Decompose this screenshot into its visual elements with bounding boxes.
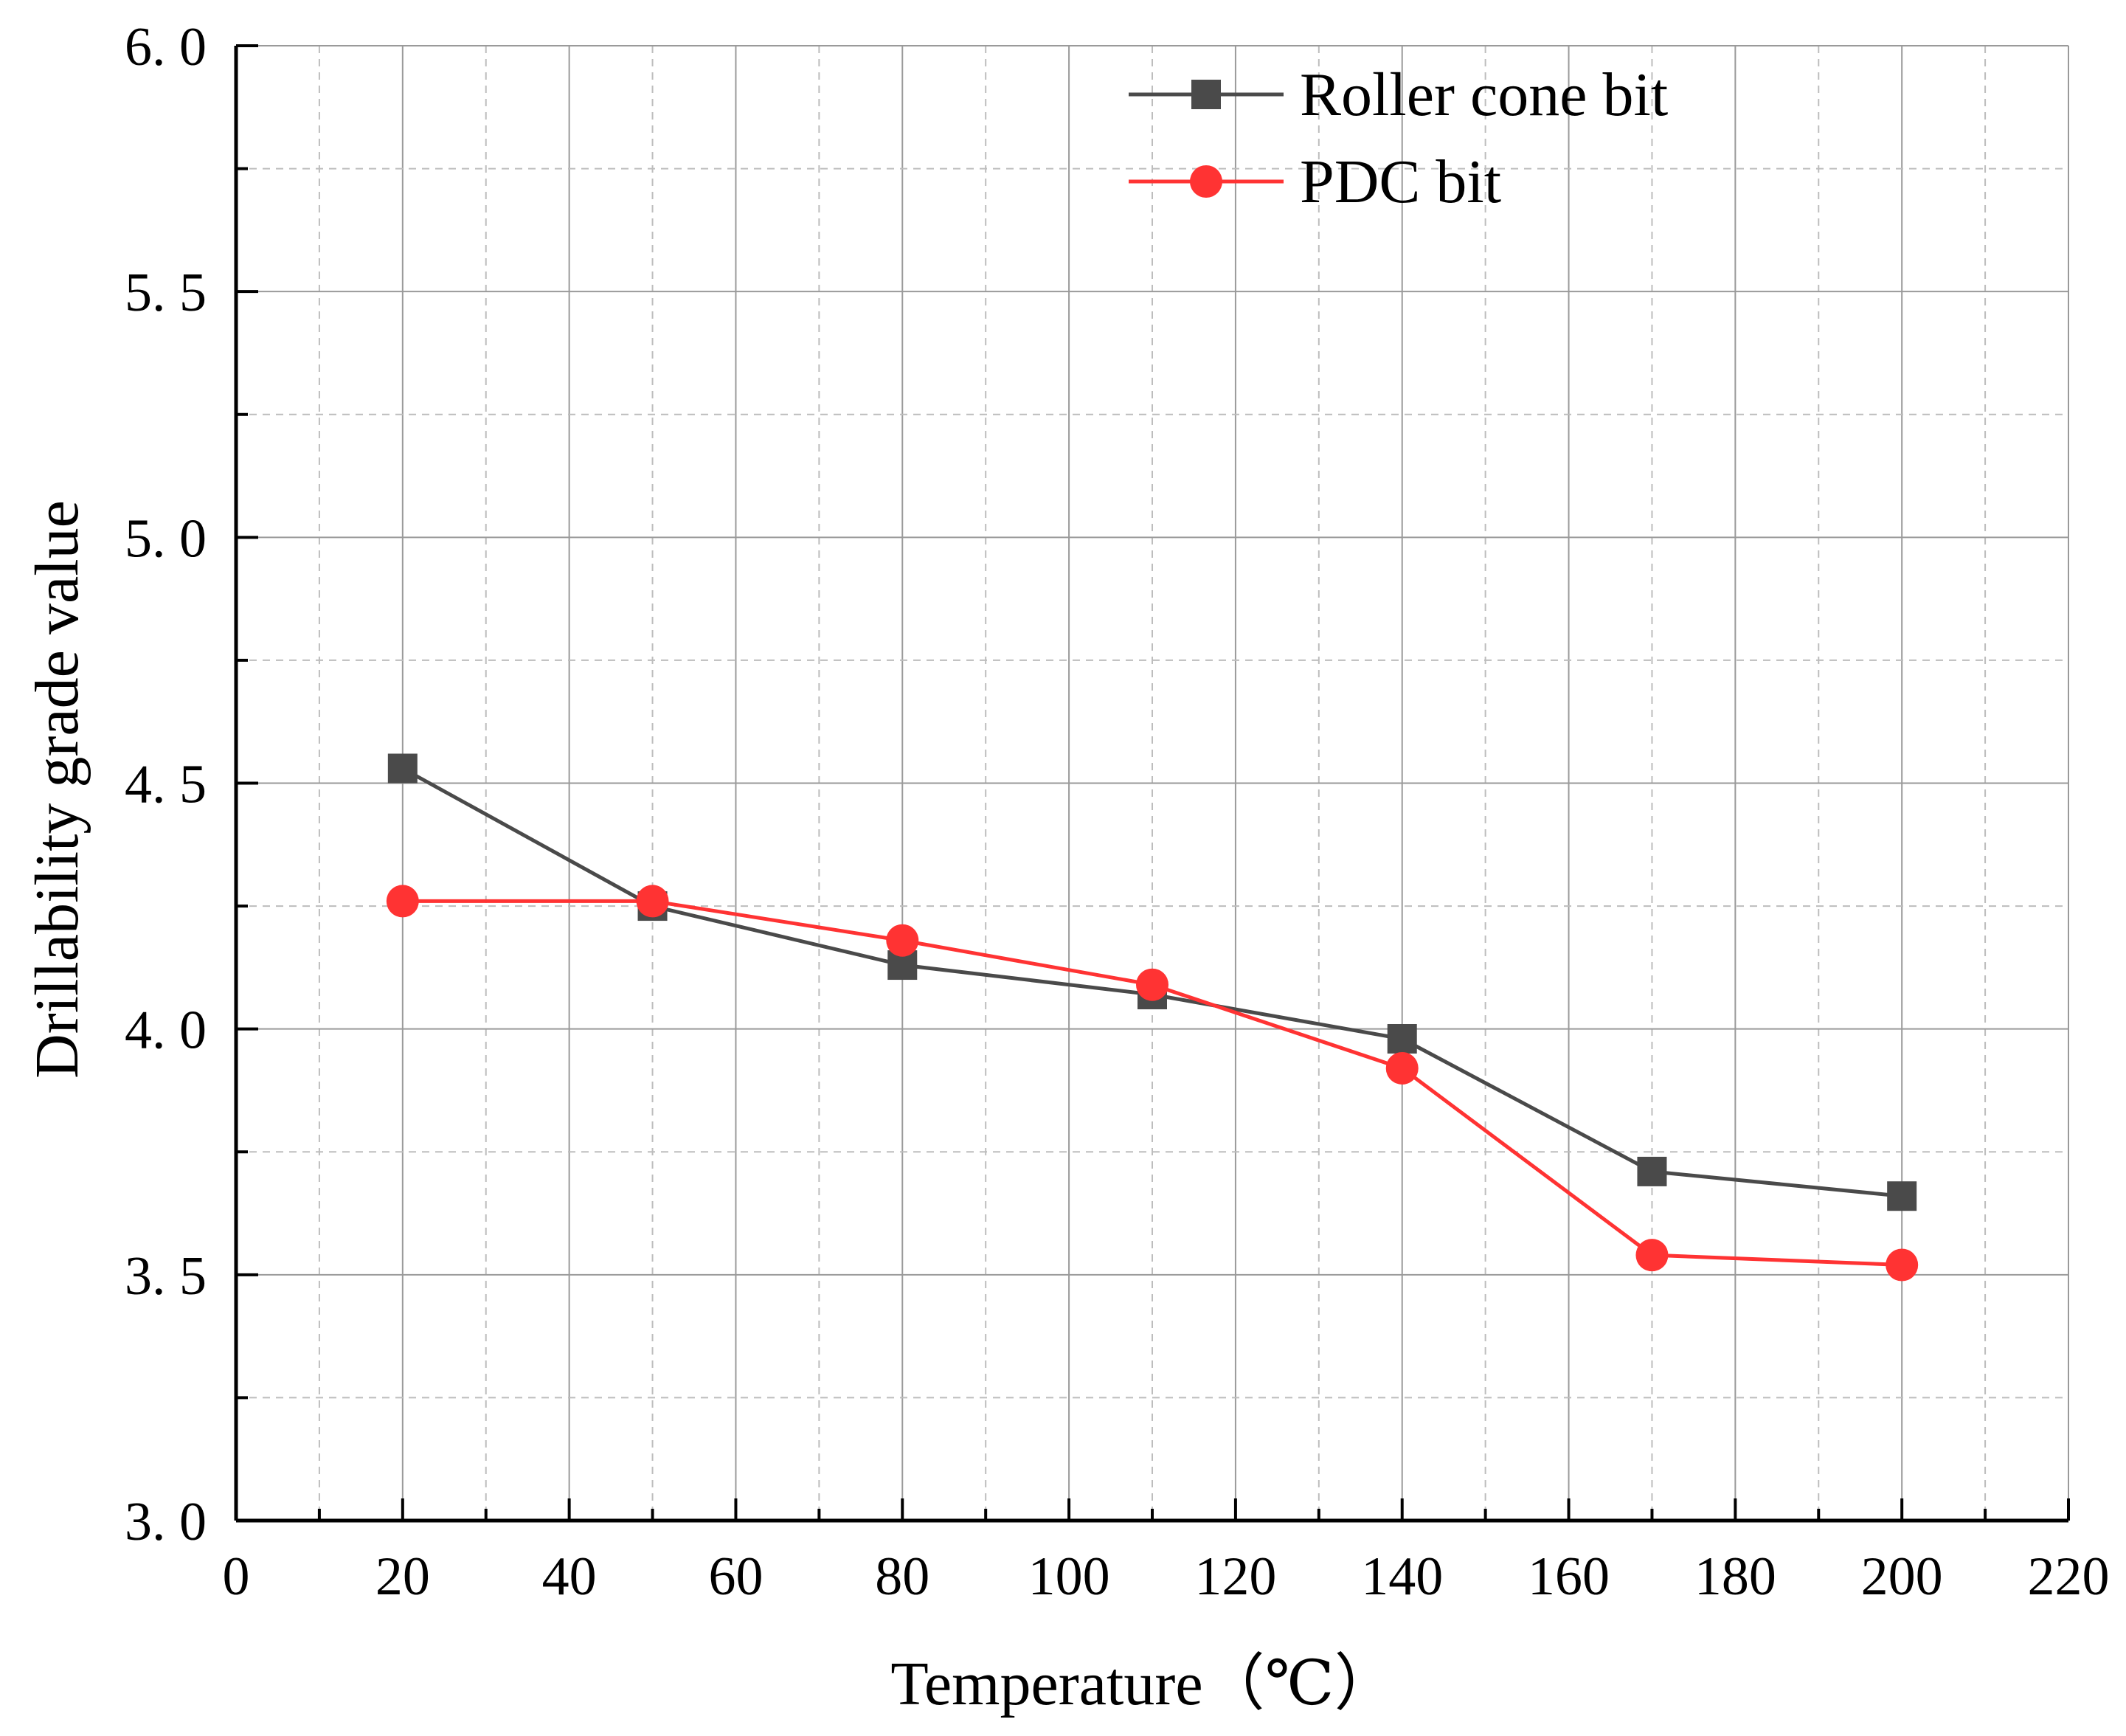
axes: 0 20 40 60 80 100 120 140 160 180 200 220 3. 0 3. 5 4.… xyxy=(125,17,2110,1607)
y-tick-label: 4. 5 xyxy=(125,755,207,815)
series-layer xyxy=(386,753,1919,1282)
data-point-roller-cone-bit xyxy=(1887,1181,1917,1211)
legend-label-roller-cone-bit: Roller cone bit xyxy=(1300,60,1668,129)
x-axis-title: Temperature（℃） xyxy=(890,1650,1396,1718)
data-point-pdc-bit xyxy=(1886,1248,1919,1282)
data-point-pdc-bit xyxy=(1136,968,1168,1001)
y-tick-label: 3. 5 xyxy=(125,1246,207,1307)
x-tick-label: 40 xyxy=(542,1546,597,1607)
legend-marker-pdc-bit xyxy=(1190,165,1222,198)
data-point-roller-cone-bit xyxy=(1387,1023,1417,1054)
x-tick-label: 0 xyxy=(223,1546,250,1607)
legend-marker-roller-cone-bit xyxy=(1191,80,1221,109)
legend: Roller cone bit PDC bit xyxy=(1129,60,1668,216)
y-tick-label: 5. 5 xyxy=(125,263,207,323)
x-tick-label: 200 xyxy=(1861,1546,1943,1607)
legend-label-pdc-bit: PDC bit xyxy=(1300,148,1501,216)
data-point-pdc-bit xyxy=(1385,1051,1419,1085)
data-point-pdc-bit xyxy=(886,924,919,957)
grid xyxy=(236,45,2069,1521)
x-tick-label: 60 xyxy=(708,1546,763,1607)
x-tick-label: 20 xyxy=(375,1546,430,1607)
x-tick-label: 80 xyxy=(875,1546,929,1607)
legend-item-pdc-bit: PDC bit xyxy=(1129,148,1501,216)
x-tick-label: 160 xyxy=(1528,1546,1610,1607)
y-tick-label: 3. 0 xyxy=(125,1492,207,1552)
y-tick-label: 6. 0 xyxy=(125,17,207,77)
x-tick-label: 120 xyxy=(1194,1546,1276,1607)
legend-item-roller-cone-bit: Roller cone bit xyxy=(1129,60,1668,129)
x-tick-label: 180 xyxy=(1694,1546,1776,1607)
y-tick-label: 5. 0 xyxy=(125,508,207,569)
x-tick-label: 220 xyxy=(2028,1546,2110,1607)
y-tick-label: 4. 0 xyxy=(125,1000,207,1061)
x-tick-label: 140 xyxy=(1361,1546,1443,1607)
series-pdc-bit xyxy=(386,885,1919,1282)
data-point-roller-cone-bit xyxy=(387,753,418,784)
x-tick-label: 100 xyxy=(1028,1546,1110,1607)
data-point-pdc-bit xyxy=(1635,1239,1669,1272)
y-axis-title: Drillability grade value xyxy=(23,500,91,1079)
data-point-pdc-bit xyxy=(636,885,669,918)
data-point-pdc-bit xyxy=(386,885,419,918)
data-point-roller-cone-bit xyxy=(1637,1156,1667,1186)
